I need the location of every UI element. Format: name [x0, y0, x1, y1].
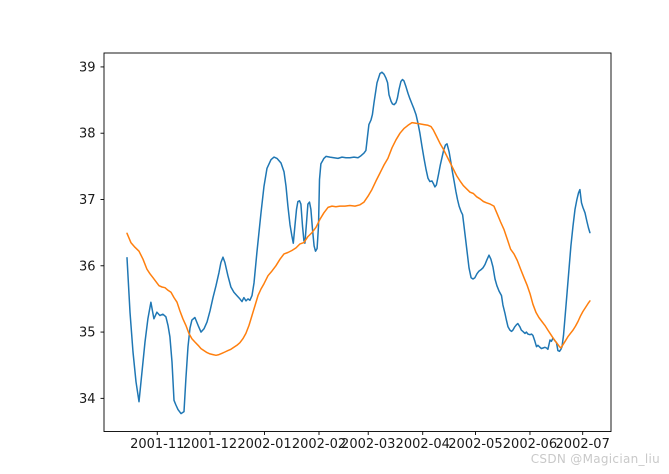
y-tick-label: 36: [79, 259, 96, 274]
x-tick-label: 2002-02: [292, 437, 346, 452]
x-tick-label: 2002-03: [341, 437, 395, 452]
series-line-moving-average: [126, 121, 591, 357]
x-tick-label: 2002-01: [237, 437, 291, 452]
x-tick-label: 2001-12: [183, 437, 237, 452]
x-tick-label: 2002-06: [503, 437, 557, 452]
y-tick-label: 38: [79, 127, 96, 142]
x-tick-label: 2002-07: [556, 437, 610, 452]
x-tick-label: 2002-05: [448, 437, 502, 452]
series-line-daily-price: [126, 71, 591, 415]
x-tick-label: 2002-04: [396, 437, 450, 452]
watermark: CSDN @Magician_liu: [530, 452, 660, 466]
y-tick-label: 34: [79, 392, 96, 407]
y-tick-label: 39: [79, 60, 96, 75]
y-tick-label: 37: [79, 193, 96, 208]
y-tick-label: 35: [79, 326, 96, 341]
plot-border: [103, 52, 612, 432]
x-tick-label: 2001-11: [130, 437, 184, 452]
